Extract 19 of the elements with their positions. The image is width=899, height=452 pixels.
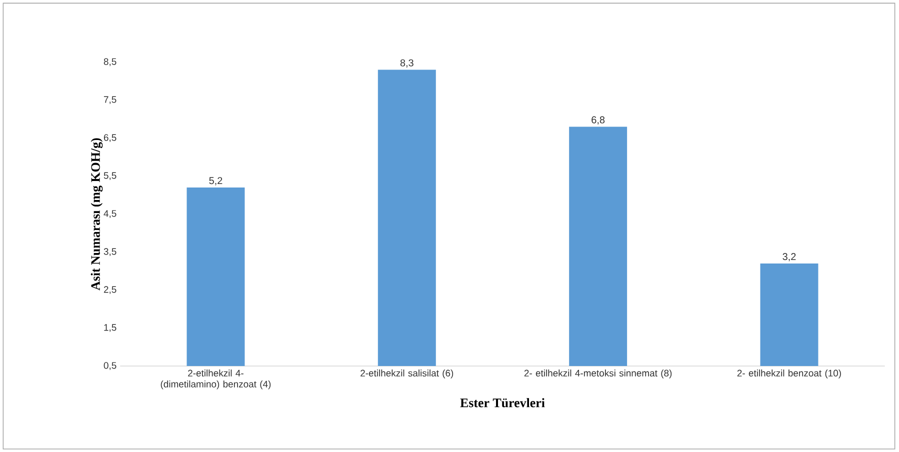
data-label: 3,2 [782,252,796,262]
data-label: 5,2 [209,176,222,186]
y-tick-label: 3,5 [104,248,116,256]
y-tick-label: 1,5 [104,324,116,332]
data-label: 8,3 [400,59,414,68]
x-tick-label: 2- etilhekzil benzoat (10) [737,369,841,378]
x-axis-title: Ester Türevleri [460,398,545,408]
x-tick-label: 2- etilhekzil 4-metoksi sinnemat (8) [524,369,672,378]
y-tick-label: 7,5 [104,96,116,104]
y-tick-label: 6,5 [104,134,116,142]
y-axis-title: Asit Numarası (mg KOH/g) [90,138,103,290]
x-tick-label: 2-etilhekzil salisilat (6) [360,369,454,378]
data-label: 6,8 [592,116,605,124]
y-tick-label: 2,5 [104,286,116,294]
y-tick-label: 8,5 [104,58,116,66]
y-tick-label: 0,5 [104,362,116,370]
y-tick-label: 5,5 [104,172,116,180]
y-tick-label: 4,5 [104,210,116,218]
x-tick-label: 2-etilhekzil 4-(dimetilamino) benzoat (4) [160,369,271,390]
